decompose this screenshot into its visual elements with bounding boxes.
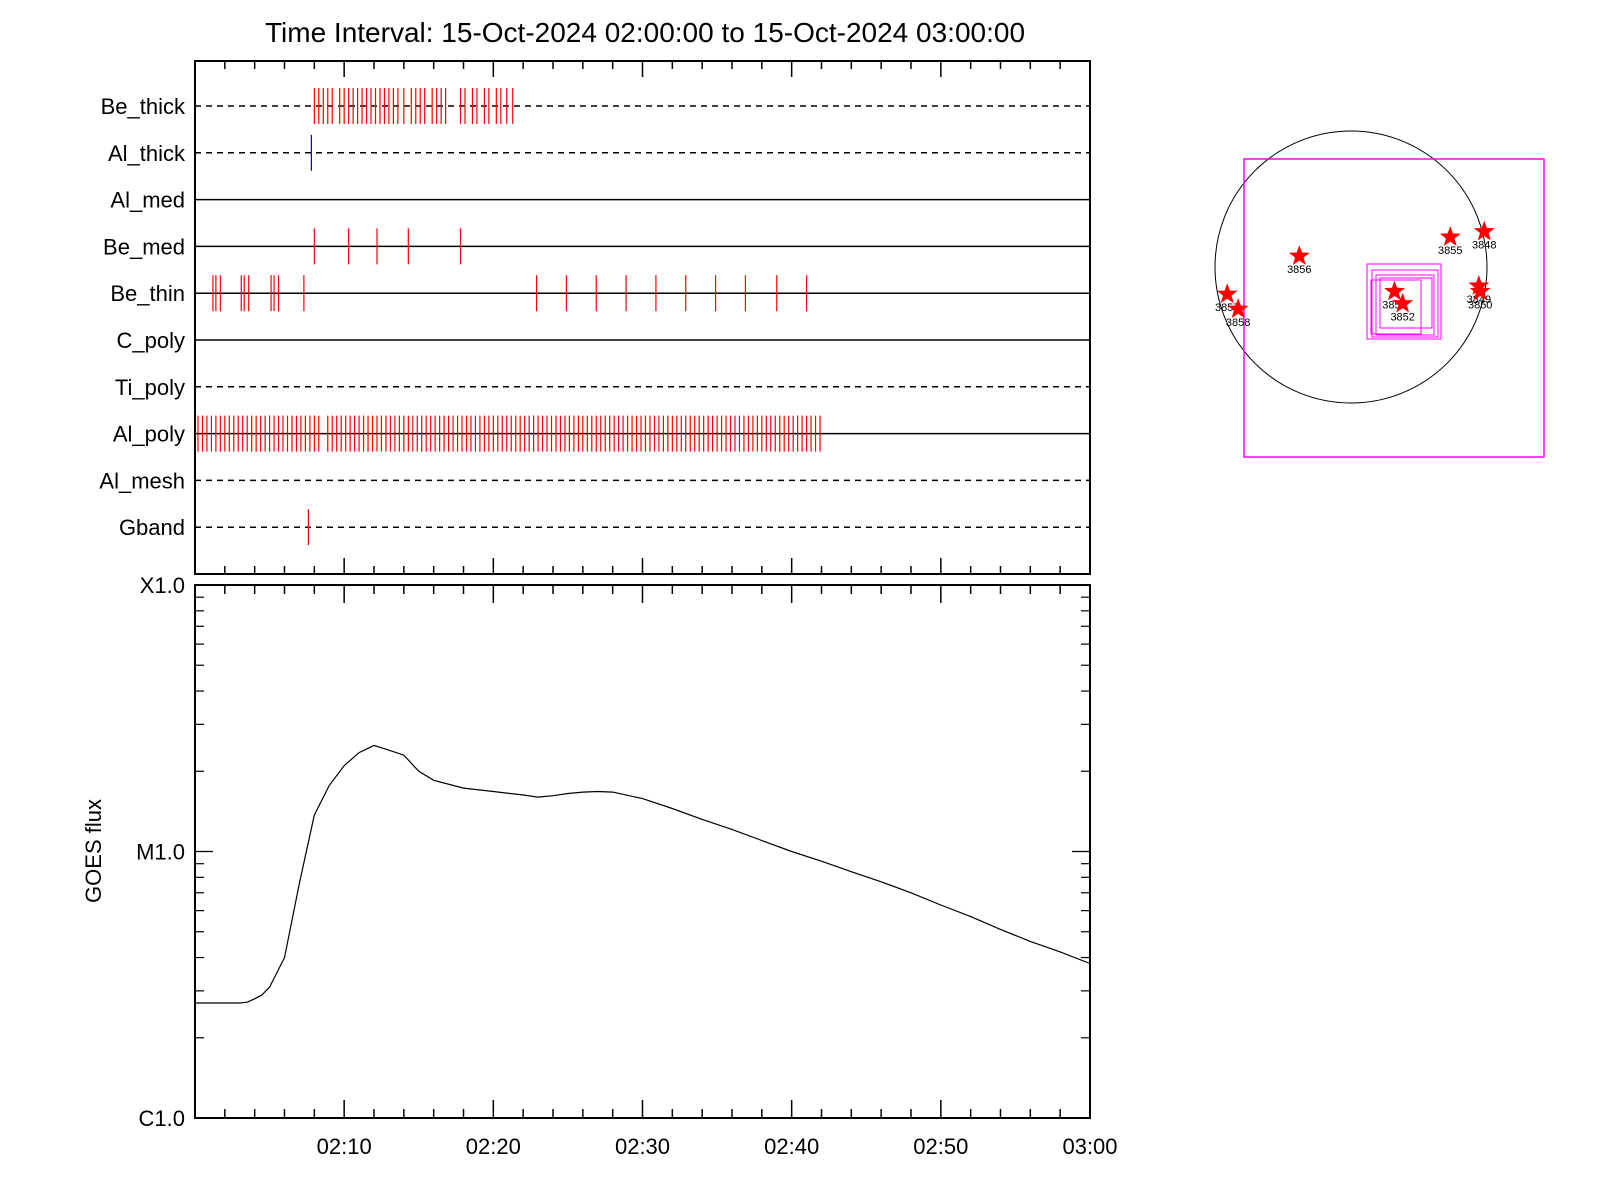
solar-disk-outline [1214,130,1488,404]
row-label: Al_thick [108,141,186,166]
timeline-frame-ticks [224,61,1061,574]
active-region-star [1439,226,1461,246]
fov-box-small [1375,274,1435,336]
goes-axis-ticks [195,585,1090,1119]
goes-axis-labels: 02:10 02:20 02:30 02:40 02:50 03:00 C1.0 M1.0 X1… [136,573,1117,1159]
fov-box-small [1366,263,1442,340]
fov-box-small [1370,279,1422,335]
goes-flux-line [195,744,1091,1004]
active-region-star [1392,292,1414,313]
fov-box-small [1379,277,1433,329]
goes-flux-panel: 02:10 02:20 02:30 02:40 02:50 03:00 C1.0 M1.0 X1… [81,573,1118,1159]
row-label: Gband [119,515,185,540]
active-region-star [1384,280,1405,301]
active-region-number: 3857 [1215,302,1239,314]
y-tick-label: C1.0 [139,1106,185,1131]
row-label: Be_thick [101,94,186,119]
x-tick-label: 02:40 [764,1134,819,1159]
row-label: Al_poly [113,422,185,447]
x-tick-label: 02:20 [466,1134,521,1159]
x-tick-label: 03:00 [1062,1134,1117,1159]
row-label: Ti_poly [115,375,185,400]
active-region-star [1216,283,1238,304]
row-label: Be_thin [110,281,185,306]
active-region-number: 3850 [1468,299,1492,311]
x-tick-label: 02:30 [615,1134,670,1159]
active-region-star [1469,280,1491,301]
active-region-number: 3855 [1438,245,1462,257]
active-region-number: 3848 [1472,240,1496,252]
active-region-number: 3858 [1226,317,1250,329]
goes-y-axis-label: GOES flux [81,799,106,903]
active-region-star [1288,245,1310,265]
y-tick-label: X1.0 [140,573,185,598]
active-region-star [1227,298,1249,319]
row-label: C_poly [117,328,185,353]
x-tick-label: 02:10 [317,1134,372,1159]
active-region-star [1473,220,1495,241]
timeline-rows: Be_thick Al_thick Al_med Be_med Be_thin C_pol… [99,88,1090,546]
row-label: Al_mesh [99,468,185,493]
timeline-panel: Be_thick Al_thick Al_med Be_med Be_thin C_pol… [99,60,1091,575]
row-label: Be_med [103,234,185,259]
fov-box-small [1371,269,1439,338]
active-region-number: 3856 [1287,264,1311,276]
x-tick-label: 02:50 [913,1134,968,1159]
y-tick-label: M1.0 [136,840,185,865]
chart-title: Time Interval: 15-Oct-2024 02:00:00 to 1… [265,17,1025,48]
active-region-number: 3852 [1390,312,1414,324]
row-label: Al_med [110,188,185,213]
